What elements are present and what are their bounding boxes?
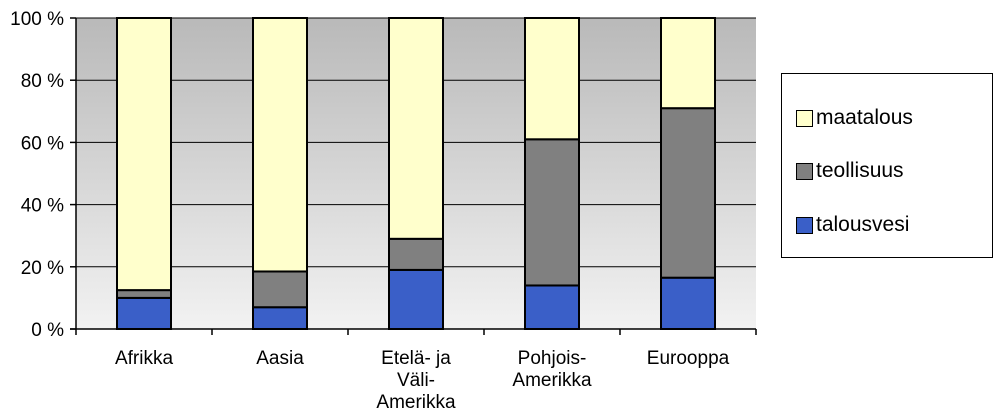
y-tick-label: 0 % — [31, 320, 64, 341]
x-tick-label: Aasia — [256, 348, 304, 369]
bar-segment-maatalous — [388, 17, 444, 240]
legend-swatch-talousvesi — [796, 216, 813, 234]
legend-item-teollisuus: teollisuus — [796, 158, 904, 184]
legend-item-maatalous: maatalous — [796, 105, 913, 131]
bar-segment-teollisuus — [524, 138, 580, 287]
x-tick-label: Eurooppa — [647, 348, 730, 369]
bar-segment-maatalous — [252, 17, 308, 273]
bar-segment-teollisuus — [388, 237, 444, 271]
bar-segment-teollisuus — [116, 289, 172, 299]
y-tick-label: 60 % — [21, 133, 64, 154]
bar-segment-teollisuus — [660, 107, 716, 279]
legend-swatch-maatalous — [796, 109, 813, 127]
bar-segment-talousvesi — [388, 268, 444, 331]
bar-segment-talousvesi — [524, 284, 580, 330]
legend: maatalous teollisuus talousvesi — [781, 73, 993, 258]
bar-segment-talousvesi — [660, 276, 716, 330]
bar-segment-talousvesi — [116, 296, 172, 330]
legend-item-talousvesi: talousvesi — [796, 212, 909, 238]
bar-segment-maatalous — [660, 17, 716, 110]
legend-swatch-teollisuus — [796, 162, 813, 180]
x-tick-label: Afrikka — [115, 348, 174, 369]
y-tick-label: 80 % — [21, 71, 64, 92]
y-tick-label: 20 % — [21, 258, 64, 279]
bar-segment-talousvesi — [252, 306, 308, 331]
y-tick-label: 40 % — [21, 196, 64, 217]
x-tick-label: Pohjois-Amerikka — [512, 348, 592, 391]
legend-label-maatalous: maatalous — [816, 106, 913, 129]
bar-segment-maatalous — [524, 17, 580, 141]
bar-segment-teollisuus — [252, 270, 308, 309]
bar-segment-maatalous — [116, 17, 172, 292]
legend-label-teollisuus: teollisuus — [816, 159, 904, 182]
legend-label-talousvesi: talousvesi — [816, 213, 910, 236]
y-tick-label: 100 % — [10, 9, 64, 30]
x-tick-label: Etelä- ja Väli-Amerikka — [376, 348, 456, 413]
